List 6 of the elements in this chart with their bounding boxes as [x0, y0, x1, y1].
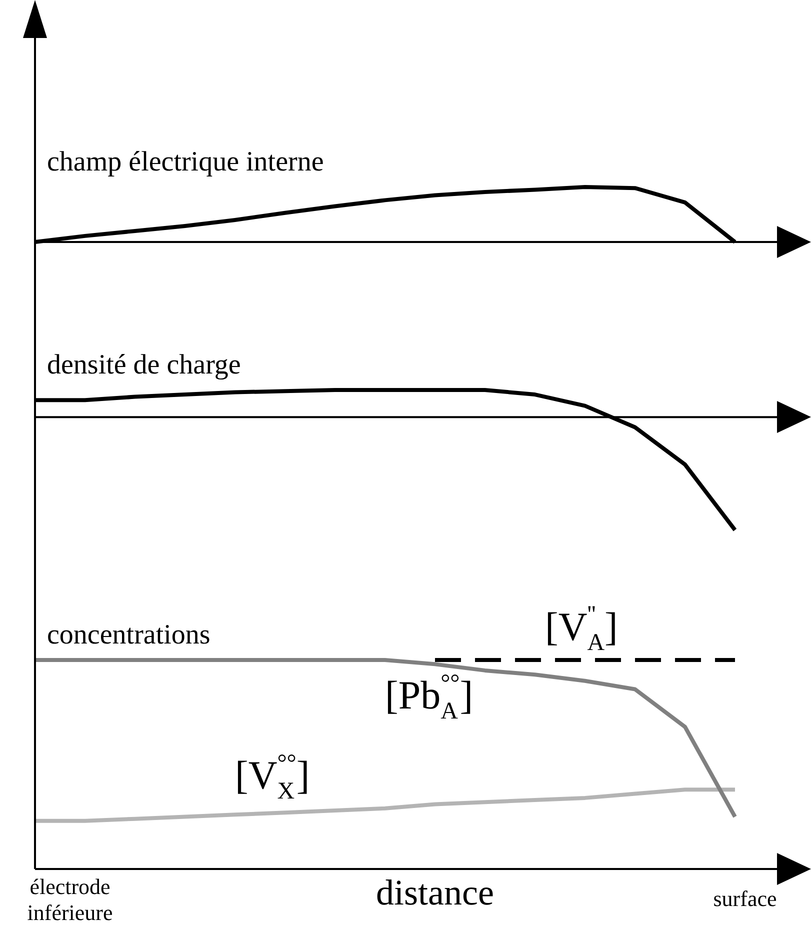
x-axis-title: distance	[376, 872, 494, 912]
chart-title: densité de charge	[47, 349, 241, 380]
chart-title: concentrations	[47, 619, 210, 650]
chart-title: champ électrique interne	[47, 146, 324, 178]
text: électrode inférieure	[27, 874, 113, 925]
text: surface	[713, 886, 777, 911]
